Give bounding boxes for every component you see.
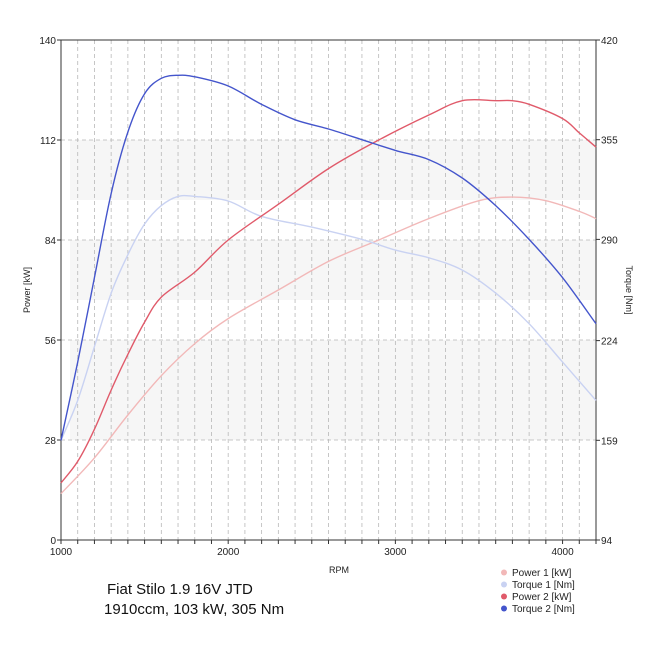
y-left-tick-label: 0 bbox=[50, 536, 56, 547]
y-left-tick-label: 56 bbox=[45, 336, 57, 347]
y-left-tick-label: 84 bbox=[45, 236, 57, 247]
series-line-torque-2-nm bbox=[60, 74, 597, 441]
x-tick-label: 1000 bbox=[50, 547, 73, 558]
watermark-band bbox=[70, 240, 595, 300]
legend-marker-power-2-kw bbox=[501, 593, 507, 600]
legend-label-power-1-kw: Power 1 [kW] bbox=[512, 568, 572, 579]
y-right-tick-label: 159 bbox=[601, 436, 618, 447]
grid-lines bbox=[60, 39, 597, 541]
series-line-power-1-kw bbox=[60, 196, 597, 495]
y-left-tick-label: 112 bbox=[40, 136, 56, 147]
series-lines bbox=[60, 74, 597, 495]
x-tick-label: 3000 bbox=[384, 547, 407, 558]
x-axis-label: RPM bbox=[329, 565, 349, 575]
y-right-tick-label: 290 bbox=[601, 235, 618, 246]
y-right-tick-label: 355 bbox=[601, 136, 618, 147]
legend-marker-torque-2-nm bbox=[501, 605, 507, 612]
y-right-tick-label: 224 bbox=[601, 337, 618, 348]
legend-marker-torque-1-nm bbox=[501, 581, 507, 588]
y-left-tick-label: 28 bbox=[45, 436, 57, 447]
y-axis-right-label: Torque [Nm] bbox=[624, 265, 634, 314]
watermark-band bbox=[70, 340, 595, 440]
x-tick-label: 2000 bbox=[217, 547, 240, 558]
legend-marker-power-1-kw bbox=[501, 569, 507, 576]
background-watermark bbox=[70, 140, 595, 440]
y-right-tick-label: 94 bbox=[601, 536, 613, 547]
caption-title: Fiat Stilo 1.9 16V JTD bbox=[107, 581, 253, 598]
y-axis-left-label: Power [kW] bbox=[22, 267, 32, 313]
axes: 1000 2000 3000 4000 0 28 56 84 112 140 94 159 224 290… bbox=[39, 36, 618, 558]
caption-specs: 1910ccm, 103 kW, 305 Nm bbox=[104, 601, 284, 618]
series-line-torque-1-nm bbox=[60, 194, 597, 441]
x-tick-label: 4000 bbox=[551, 547, 574, 558]
legend-label-torque-2-nm: Torque 2 [Nm] bbox=[512, 604, 575, 615]
legend-label-power-2-kw: Power 2 [kW] bbox=[512, 592, 572, 603]
y-left-tick-label: 140 bbox=[39, 36, 56, 47]
series-line-power-2-kw bbox=[60, 98, 597, 484]
watermark-band bbox=[70, 140, 595, 200]
legend-label-torque-1-nm: Torque 1 [Nm] bbox=[512, 580, 575, 591]
y-right-tick-label: 420 bbox=[601, 36, 618, 47]
legend: Power 1 [kW]Torque 1 [Nm]Power 2 [kW]Tor… bbox=[501, 568, 575, 615]
